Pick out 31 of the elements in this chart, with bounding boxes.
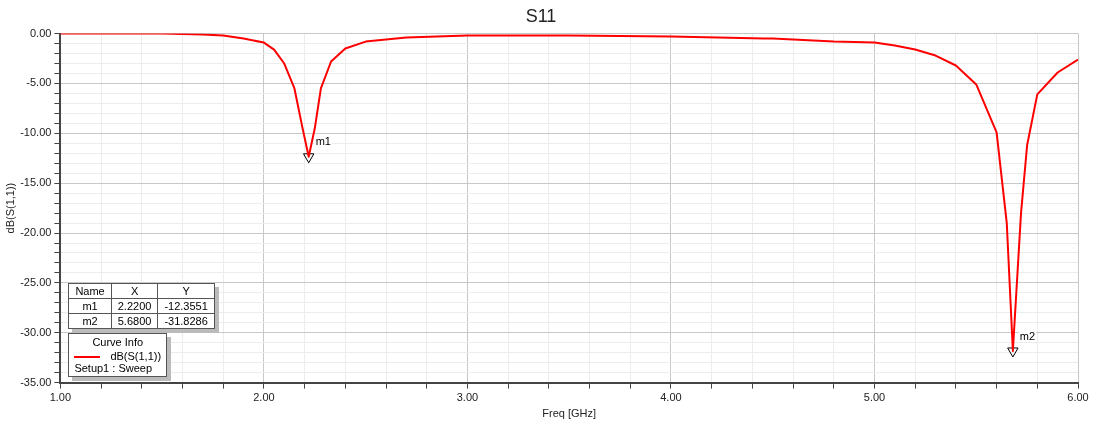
chart-title: S11 (525, 5, 557, 26)
annotation: m1 (68, 298, 112, 314)
annotation: -12.3551 (157, 298, 215, 314)
annotation: m2 (68, 313, 112, 329)
x-axis-title: Freq [GHz] (542, 407, 597, 420)
x-tick-label: 1.00 (49, 391, 72, 404)
y-tick-label: -15.00 (20, 176, 52, 189)
annotation: -31.8286 (157, 313, 215, 329)
x-tick-label: 2.00 (253, 391, 275, 404)
annotation: Y (157, 283, 215, 299)
y-tick-label: -5.00 (26, 76, 52, 89)
annotation: m1 (315, 135, 331, 148)
x-tick-label: 4.00 (660, 391, 682, 404)
y-tick-label: -35.00 (20, 375, 52, 388)
legend-label: dB(S(1,1)) (109, 349, 162, 362)
y-tick-label: 0.00 (29, 26, 52, 39)
y-tick-label: -25.00 (20, 275, 52, 288)
y-tick-label: -20.00 (20, 226, 52, 239)
x-tick-label: 3.00 (456, 391, 479, 404)
annotation: 5.6800 (111, 313, 158, 329)
y-tick-label: -10.00 (20, 126, 52, 139)
y-axis-title: dB(S(1,1)) (3, 182, 16, 234)
annotation: X (111, 283, 158, 299)
x-tick-label: 5.00 (863, 391, 886, 404)
legend-title: Curve Info (91, 335, 145, 348)
annotation: Name (68, 283, 112, 299)
annotation: m2 (1019, 329, 1036, 342)
y-tick-label: -30.00 (20, 325, 52, 338)
x-tick-label: 6.00 (1067, 391, 1089, 404)
annotation: 2.2200 (111, 298, 158, 314)
annotation: Setup1 : Sweep (74, 361, 153, 374)
